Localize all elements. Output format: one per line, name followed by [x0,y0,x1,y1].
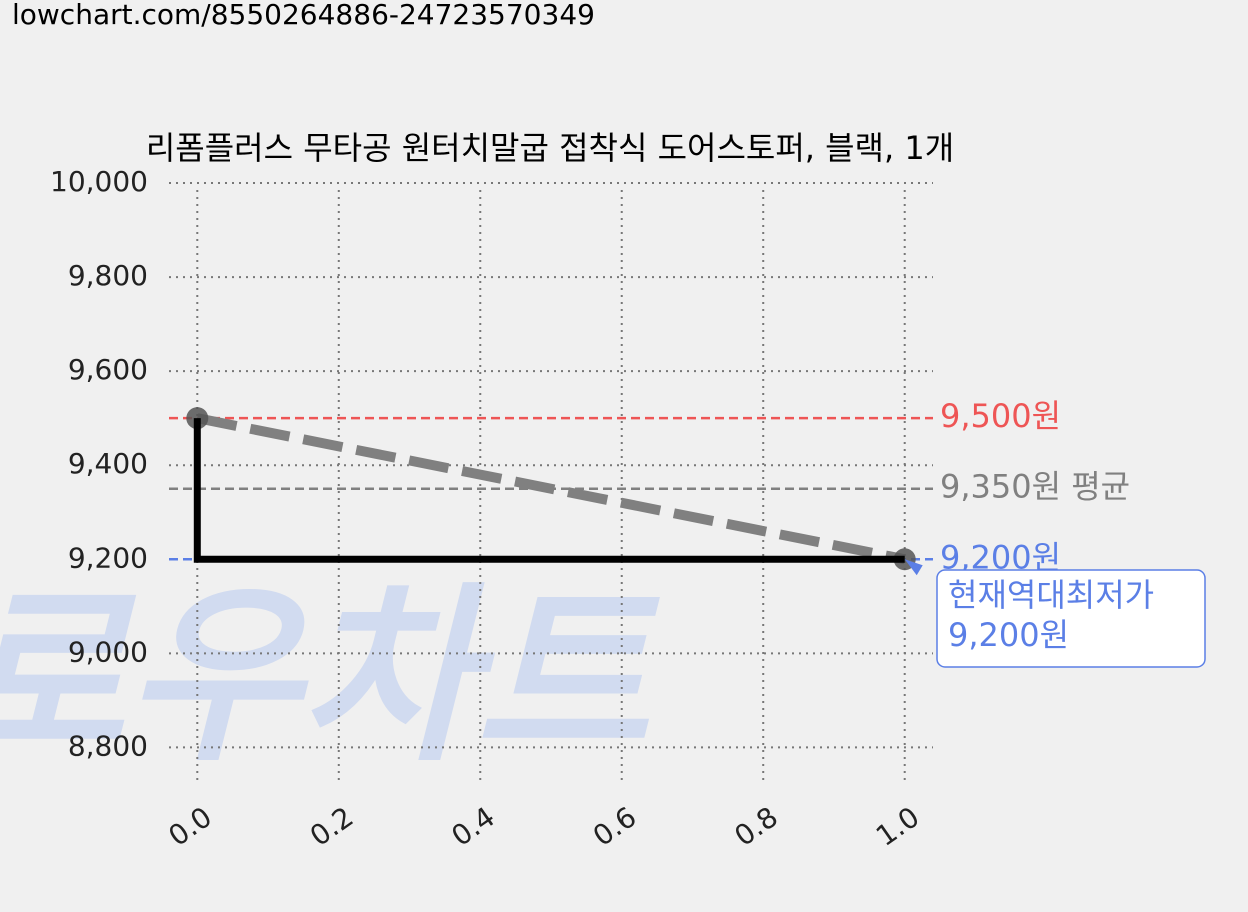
y-tick-label: 9,400 [68,447,148,480]
y-tick-label: 9,600 [68,353,148,386]
x-tick-label: 0.4 [445,800,500,853]
y-tick-label: 9,800 [68,259,148,292]
y-tick-label: 9,200 [68,541,148,574]
annotation-text: 현재역대최저가 [948,576,1154,614]
series-line [196,413,906,565]
annotation-text: 9,200원 [948,616,1069,654]
y-tick-label: 8,800 [68,729,148,762]
x-tick-label: 0.2 [304,800,359,853]
url: lowchart.com/8550264886-24723570349 [12,0,595,31]
reference-label: 9,500원 [940,397,1061,435]
reference-label: 9,350원 평균 [940,468,1130,506]
x-tick-label: 0.0 [162,800,217,853]
x-tick-label: 0.6 [587,800,642,853]
chart-title: 리폼플러스 무타공 원터치말굽 접착식 도어스토퍼, 블랙, 1개 [146,129,954,167]
y-tick-label: 10,000 [50,165,148,198]
annotation-box [936,569,1206,668]
watermark: 로우차트 [0,566,661,787]
series-line [193,418,905,563]
x-tick-label: 0.8 [728,800,783,853]
annotation-arrow [904,559,923,576]
x-tick-label: 1.0 [870,800,925,853]
y-tick-label: 9,000 [68,635,148,668]
